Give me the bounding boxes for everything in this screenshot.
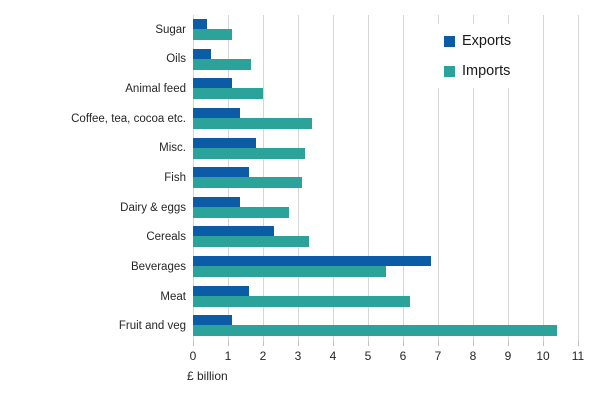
legend-item-exports: Exports xyxy=(444,26,511,56)
tick-mark-9 xyxy=(508,341,509,346)
bar-imports-dairy-eggs xyxy=(193,206,290,218)
gridline-9 xyxy=(508,15,509,341)
gridline-11 xyxy=(578,15,579,341)
x-axis-tick-marks xyxy=(193,341,579,347)
bar-exports-misc xyxy=(193,137,256,148)
x-tick-label-11: 11 xyxy=(571,349,585,363)
category-label-sugar: Sugar xyxy=(155,23,186,36)
bar-imports-meat xyxy=(193,295,410,307)
legend-item-imports: Imports xyxy=(444,56,511,86)
bar-exports-sugar xyxy=(193,19,207,29)
bar-exports-fish xyxy=(193,167,249,178)
bar-exports-coffee-tea-cocoa-etc xyxy=(193,107,241,118)
plot-area xyxy=(193,15,579,341)
bar-imports-cereals xyxy=(193,236,309,248)
x-tick-label-0: 0 xyxy=(189,349,197,363)
bar-exports-meat xyxy=(193,285,249,296)
category-label-meat: Meat xyxy=(160,290,186,303)
bar-exports-animal-feed xyxy=(193,78,232,89)
bar-imports-coffee-tea-cocoa-etc xyxy=(193,117,312,129)
tick-mark-6 xyxy=(403,341,404,346)
gridline-4 xyxy=(333,15,334,341)
x-tick-label-3: 3 xyxy=(294,349,302,363)
gridline-6 xyxy=(403,15,404,341)
bar-exports-oils xyxy=(193,48,211,59)
bar-exports-beverages xyxy=(193,256,431,267)
category-label-oils: Oils xyxy=(166,53,186,66)
bar-imports-animal-feed xyxy=(193,88,263,100)
category-label-fruit-and-veg: Fruit and veg xyxy=(118,320,186,333)
tick-mark-11 xyxy=(578,341,579,346)
tick-mark-2 xyxy=(263,341,264,346)
x-tick-label-10: 10 xyxy=(536,349,550,363)
x-tick-label-1: 1 xyxy=(224,349,232,363)
category-label-cereals: Cereals xyxy=(146,231,186,244)
x-tick-label-9: 9 xyxy=(504,349,512,363)
tick-mark-0 xyxy=(193,341,194,346)
x-axis-title: £ billion xyxy=(187,369,228,383)
exports-swatch-icon xyxy=(444,35,455,47)
x-tick-label-8: 8 xyxy=(469,349,477,363)
tick-mark-1 xyxy=(228,341,229,346)
tick-mark-7 xyxy=(438,341,439,346)
bar-imports-oils xyxy=(193,58,251,70)
gridline-5 xyxy=(368,15,369,341)
gridline-8 xyxy=(473,15,474,341)
bar-imports-misc xyxy=(193,147,305,159)
tick-mark-10 xyxy=(543,341,544,346)
category-label-dairy-eggs: Dairy & eggs xyxy=(120,201,186,214)
tick-mark-8 xyxy=(473,341,474,346)
legend-label-exports: Exports xyxy=(462,33,512,49)
bar-imports-sugar xyxy=(193,29,232,40)
bar-imports-fruit-and-veg xyxy=(193,325,557,337)
x-tick-label-5: 5 xyxy=(364,349,372,363)
tick-mark-4 xyxy=(333,341,334,346)
category-label-coffee-tea-cocoa-etc: Coffee, tea, cocoa etc. xyxy=(71,112,186,125)
category-label-beverages: Beverages xyxy=(131,260,186,273)
gridline-7 xyxy=(438,15,439,341)
tick-mark-5 xyxy=(368,341,369,346)
x-tick-label-7: 7 xyxy=(434,349,442,363)
x-tick-label-2: 2 xyxy=(259,349,267,363)
category-label-animal-feed: Animal feed xyxy=(125,83,186,96)
bar-exports-fruit-and-veg xyxy=(193,315,232,326)
bar-imports-beverages xyxy=(193,266,386,278)
legend-label-imports: Imports xyxy=(462,63,511,79)
bar-exports-dairy-eggs xyxy=(193,196,241,207)
category-label-misc: Misc. xyxy=(159,142,186,155)
x-tick-label-4: 4 xyxy=(329,349,337,363)
x-axis-tick-labels: 0 1 2 3 4 5 6 7 8 9 10 11 xyxy=(190,349,585,363)
category-label-fish: Fish xyxy=(164,171,186,184)
imports-swatch-icon xyxy=(444,65,455,77)
bar-exports-cereals xyxy=(193,226,274,237)
y-axis-category-labels: Sugar Oils Animal feed Coffee, tea, cocoa e… xyxy=(0,15,186,341)
legend: Exports Imports xyxy=(438,24,518,88)
tick-mark-3 xyxy=(298,341,299,346)
x-tick-label-6: 6 xyxy=(399,349,407,363)
bar-imports-fish xyxy=(193,177,302,189)
gridline-10 xyxy=(543,15,544,341)
